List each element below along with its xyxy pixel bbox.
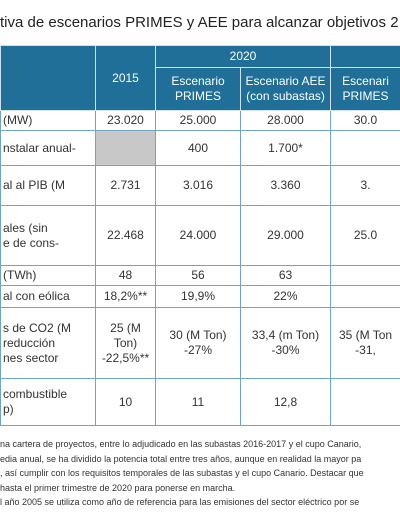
cell: 48 bbox=[95, 265, 156, 286]
footnotes: na cartera de proyectos, entre lo adjudi… bbox=[0, 437, 364, 510]
cell: 2.731 bbox=[95, 165, 156, 206]
row-label: combustible p) bbox=[0, 378, 96, 426]
cell: 25 (M Ton) -22,5%** bbox=[95, 307, 156, 379]
row-label: ales (sin e de cons- bbox=[0, 205, 96, 266]
cell: 28.000 bbox=[239, 110, 332, 131]
cell bbox=[330, 378, 400, 426]
table-title: tiva de escenarios PRIMES y AEE para alc… bbox=[0, 14, 399, 31]
row-label: (MW) bbox=[0, 110, 96, 131]
cell: 33,4 (m Ton) -30% bbox=[239, 307, 332, 379]
cell: 18,2%** bbox=[95, 285, 156, 308]
cell: 19,9% bbox=[155, 285, 241, 308]
header-cell: 2020 bbox=[154, 45, 332, 68]
header-cell: Escenario AEE (con subastas) bbox=[239, 67, 332, 111]
row-label: (TWh) bbox=[0, 265, 96, 286]
cell: 3. bbox=[330, 165, 400, 206]
footnote: l año 2005 se utiliza como año de refere… bbox=[0, 497, 360, 507]
cell: 1.700* bbox=[239, 130, 332, 166]
cell: 25.000 bbox=[155, 110, 241, 131]
cell: 29.000 bbox=[239, 205, 332, 266]
table-body: (MW) 23.020 25.000 28.000 30.0 nstalar anual-… bbox=[0, 110, 400, 426]
cell: 3.016 bbox=[155, 165, 241, 206]
cell: 63 bbox=[239, 265, 332, 286]
footnote: , así cumplir con los requisitos tempora… bbox=[0, 468, 364, 478]
header-cell: Escenario PRIMES bbox=[155, 67, 241, 111]
table-row: s de CO2 (M reducción nes sector 25 (M To… bbox=[0, 307, 400, 379]
table-row: al al PIB (M 2.731 3.016 3.360 3. bbox=[0, 165, 400, 206]
cell: 35 (M Ton -31, bbox=[330, 307, 400, 379]
cell: 56 bbox=[155, 265, 241, 286]
corner-cell bbox=[0, 45, 96, 111]
table-row: combustible p) 10 11 12,8 bbox=[0, 378, 400, 426]
table-row: (TWh) 48 56 63 bbox=[0, 265, 400, 286]
table-row: (MW) 23.020 25.000 28.000 30.0 bbox=[0, 110, 400, 131]
cell: 3.360 bbox=[239, 165, 332, 206]
cell: 11 bbox=[155, 378, 241, 426]
cell: 25.0 bbox=[330, 205, 400, 266]
table-row: al con eólica 18,2%** 19,9% 22% bbox=[0, 285, 400, 308]
cell bbox=[330, 285, 400, 308]
cell: 22% bbox=[239, 285, 332, 308]
cell: 12,8 bbox=[239, 378, 332, 426]
cell: 22.468 bbox=[95, 205, 156, 266]
cell: 400 bbox=[155, 130, 241, 166]
cell: 24.000 bbox=[155, 205, 241, 266]
cell: 30.0 bbox=[330, 110, 400, 131]
row-label: nstalar anual- bbox=[0, 130, 96, 166]
header-cell: Escenari PRIMES bbox=[330, 67, 400, 111]
cell: 30 (M Ton) -27% bbox=[155, 307, 241, 379]
row-label: s de CO2 (M reducción nes sector bbox=[0, 307, 96, 379]
cell: 23.020 bbox=[95, 110, 156, 131]
cell bbox=[95, 130, 156, 166]
cell: 10 bbox=[95, 378, 156, 426]
footnote: na cartera de proyectos, entre lo adjudi… bbox=[0, 439, 362, 449]
row-label: al con eólica bbox=[0, 285, 96, 308]
table-row: ales (sin e de cons- 22.468 24.000 29.000 25… bbox=[0, 205, 400, 266]
header-cell: 2015 bbox=[95, 45, 156, 111]
table-row: nstalar anual- 400 1.700* bbox=[0, 130, 400, 166]
table: 2015 2020 Escenario PRIMES Escenario AEE… bbox=[0, 45, 400, 426]
header-cell bbox=[330, 45, 400, 68]
cell bbox=[330, 265, 400, 286]
footnote: hasta el primer trimestre de 2020 para p… bbox=[0, 482, 236, 493]
row-label: al al PIB (M bbox=[0, 165, 96, 206]
footnote: edia anual, se ha dividido la potencia t… bbox=[0, 453, 362, 464]
cell bbox=[330, 130, 400, 166]
